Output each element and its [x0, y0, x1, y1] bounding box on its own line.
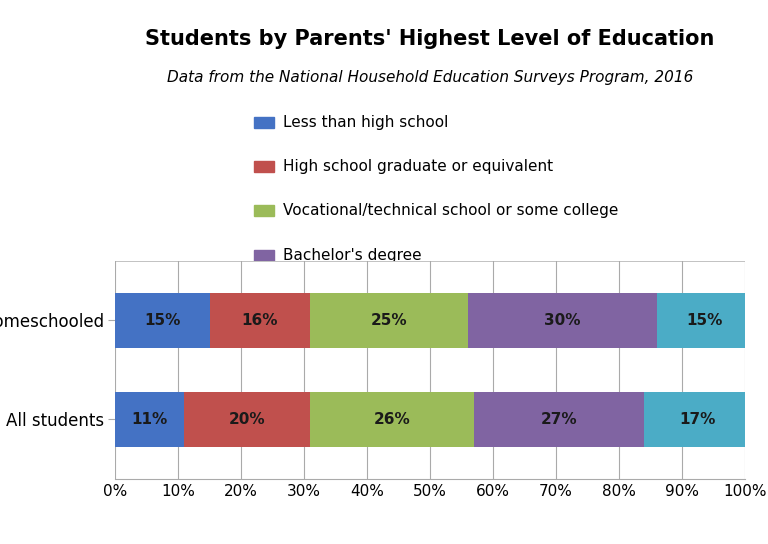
Text: 27%: 27% [541, 412, 578, 427]
Text: 20%: 20% [229, 412, 266, 427]
Bar [468, 293, 657, 348]
Bar [253, 117, 273, 128]
Bar [310, 392, 474, 447]
Bar [253, 294, 273, 305]
Text: 15%: 15% [144, 313, 180, 328]
Text: Data from the National Household Education Surveys Program, 2016: Data from the National Household Educati… [167, 70, 694, 85]
Text: 11%: 11% [131, 412, 168, 427]
Text: 26%: 26% [374, 412, 411, 427]
Bar [253, 161, 273, 172]
Text: 16%: 16% [242, 313, 278, 328]
Text: 25%: 25% [371, 313, 408, 328]
Text: Less than high school: Less than high school [283, 115, 449, 130]
Text: Bachelor's degree: Bachelor's degree [283, 248, 422, 263]
Text: 15%: 15% [686, 313, 722, 328]
Text: High school graduate or equivalent: High school graduate or equivalent [283, 159, 553, 174]
Bar [210, 293, 310, 348]
Bar [184, 392, 310, 447]
Text: Vocational/technical school or some college: Vocational/technical school or some coll… [283, 203, 618, 218]
Text: Students by Parents' Highest Level of Education: Students by Parents' Highest Level of Ed… [145, 29, 715, 49]
Bar [310, 293, 468, 348]
Bar [474, 392, 644, 447]
Bar [115, 293, 210, 348]
Bar [253, 206, 273, 217]
Text: 17%: 17% [680, 412, 716, 427]
Text: 30%: 30% [544, 313, 581, 328]
Bar [644, 392, 751, 447]
Bar [253, 250, 273, 261]
Text: Graduate or professional school: Graduate or professional school [283, 292, 528, 307]
Bar [115, 392, 184, 447]
Bar [657, 293, 751, 348]
